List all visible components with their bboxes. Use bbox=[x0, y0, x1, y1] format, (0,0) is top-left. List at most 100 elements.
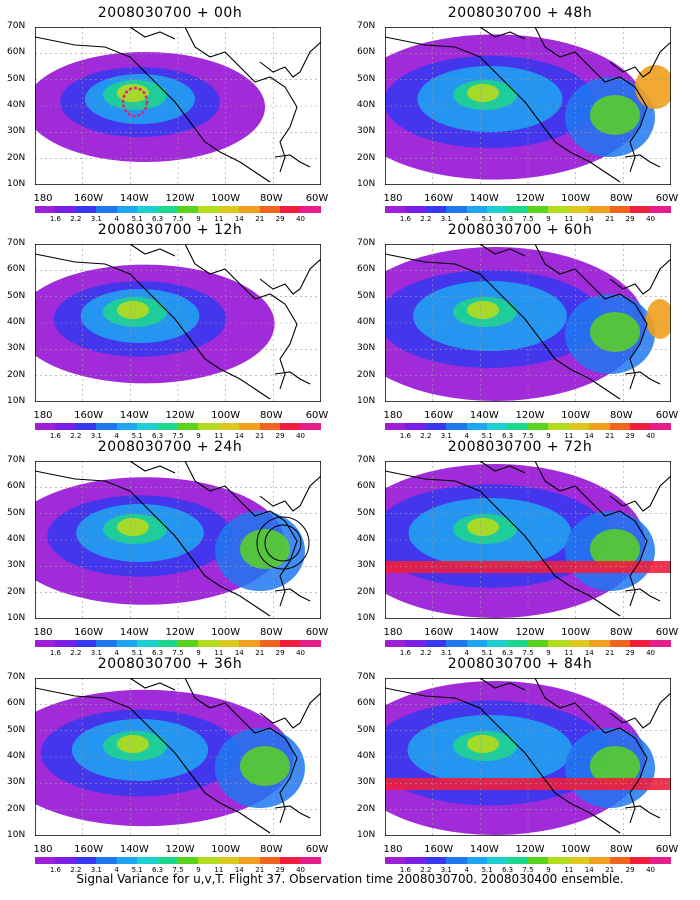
lat-label: 50N bbox=[357, 73, 376, 84]
variance-contour bbox=[646, 299, 671, 339]
colorbar-label: 4 bbox=[464, 215, 469, 223]
lon-label: 60W bbox=[655, 193, 679, 204]
storm-contour bbox=[256, 516, 310, 570]
colorbar-swatch bbox=[96, 423, 117, 430]
lon-label: 80W bbox=[610, 410, 633, 421]
colorbar-swatch bbox=[96, 206, 117, 213]
colorbar-label: 11 bbox=[214, 432, 224, 440]
lat-label: 70N bbox=[7, 455, 26, 465]
colorbar-label: 29 bbox=[625, 649, 635, 657]
colorbar-swatch bbox=[35, 423, 56, 430]
colorbar-swatch bbox=[198, 640, 219, 647]
colorbar-label: 40 bbox=[646, 432, 656, 440]
colorbar-swatch bbox=[116, 640, 138, 647]
coastline bbox=[129, 678, 176, 691]
variance-contour bbox=[117, 301, 149, 319]
lat-label: 20N bbox=[357, 369, 376, 380]
lon-label: 140W bbox=[469, 193, 499, 204]
variance-contour bbox=[467, 735, 499, 753]
lon-label: 60W bbox=[305, 410, 329, 421]
colorbar-swatch bbox=[630, 857, 651, 864]
forecast-panel: 2008030700 + 72h 70N 60N 50N 40N 30N 20N 10N 180… bbox=[355, 439, 685, 657]
colorbar-label: 1.6 bbox=[49, 432, 61, 440]
coastline bbox=[35, 687, 271, 834]
colorbar-swatch bbox=[446, 423, 467, 430]
colorbar bbox=[35, 857, 321, 864]
colorbar-label: 9 bbox=[196, 649, 201, 657]
colorbar-swatch bbox=[609, 640, 631, 647]
colorbar-label: 1.6 bbox=[49, 866, 61, 874]
coastline bbox=[624, 588, 661, 602]
colorbar-swatch bbox=[280, 640, 301, 647]
lat-label: 40N bbox=[7, 100, 26, 110]
colorbar-swatch bbox=[239, 206, 260, 213]
variance-contour bbox=[240, 746, 290, 786]
colorbar-swatch bbox=[650, 857, 671, 864]
coastline bbox=[609, 258, 671, 295]
colorbar-swatch bbox=[425, 206, 447, 213]
colorbar-label: 4 bbox=[464, 866, 469, 874]
panel-title: 2008030700 + 12h bbox=[97, 222, 243, 238]
colorbar-swatch bbox=[568, 423, 590, 430]
lat-label: 10N bbox=[7, 830, 26, 840]
colorbar-swatch bbox=[568, 206, 590, 213]
colorbar-label: 6.3 bbox=[151, 215, 164, 223]
colorbar-label: 1.6 bbox=[399, 866, 411, 874]
colorbar-label: 5.1 bbox=[481, 649, 493, 657]
variance-contour bbox=[467, 301, 499, 319]
lat-label: 50N bbox=[7, 724, 26, 735]
colorbar-label: 29 bbox=[625, 432, 635, 440]
lon-label: 80W bbox=[260, 193, 283, 204]
lat-label: 60N bbox=[7, 47, 26, 58]
lat-label: 20N bbox=[357, 803, 376, 814]
colorbar-label: 6.3 bbox=[501, 866, 514, 874]
colorbar-label: 40 bbox=[296, 649, 306, 657]
lon-label: 120W bbox=[165, 627, 195, 638]
colorbar-label: 11 bbox=[214, 215, 224, 223]
coastline bbox=[274, 805, 311, 819]
colorbar-swatch bbox=[116, 206, 138, 213]
colorbar-swatch bbox=[137, 206, 158, 213]
colorbar-swatch bbox=[198, 206, 219, 213]
coastline bbox=[35, 470, 271, 617]
colorbar-label: 5.1 bbox=[131, 432, 143, 440]
colorbar-swatch bbox=[630, 423, 651, 430]
lat-label: 40N bbox=[357, 317, 376, 327]
colorbar-label: 21 bbox=[605, 649, 615, 657]
colorbar-swatch bbox=[466, 423, 488, 430]
lon-label: 120W bbox=[165, 844, 195, 855]
colorbar-label: 29 bbox=[625, 866, 635, 874]
map-plot bbox=[385, 27, 671, 185]
colorbar-swatch bbox=[446, 640, 467, 647]
lon-label: 140W bbox=[119, 627, 149, 638]
lon-label: 100W bbox=[211, 410, 241, 421]
coastline bbox=[259, 475, 321, 512]
colorbar-label: 14 bbox=[234, 649, 244, 657]
colorbar-label: 11 bbox=[564, 866, 574, 874]
colorbar-swatch bbox=[650, 423, 671, 430]
lon-label: 120W bbox=[515, 844, 545, 855]
lat-label: 30N bbox=[357, 126, 376, 137]
lat-label: 40N bbox=[357, 100, 376, 110]
colorbar-label: 5.1 bbox=[481, 215, 493, 223]
colorbar-label: 40 bbox=[296, 866, 306, 874]
lat-label: 40N bbox=[7, 534, 26, 544]
coastline bbox=[385, 253, 621, 400]
lon-label: 140W bbox=[469, 627, 499, 638]
colorbar-label: 11 bbox=[214, 866, 224, 874]
colorbar-swatch bbox=[589, 640, 610, 647]
lat-label: 60N bbox=[357, 481, 376, 492]
lon-label: 180 bbox=[33, 410, 53, 421]
lat-label: 50N bbox=[357, 290, 376, 301]
colorbar-swatch bbox=[487, 206, 508, 213]
colorbar-label: 40 bbox=[646, 866, 656, 874]
colorbar-label: 40 bbox=[296, 215, 306, 223]
coastline bbox=[534, 678, 648, 824]
lon-label: 180 bbox=[383, 627, 403, 638]
lat-label: 50N bbox=[7, 290, 26, 301]
flight-track bbox=[121, 86, 149, 118]
lat-label: 70N bbox=[357, 21, 376, 31]
colorbar-label: 11 bbox=[214, 649, 224, 657]
colorbar-swatch bbox=[527, 640, 549, 647]
colorbar-swatch bbox=[589, 206, 610, 213]
